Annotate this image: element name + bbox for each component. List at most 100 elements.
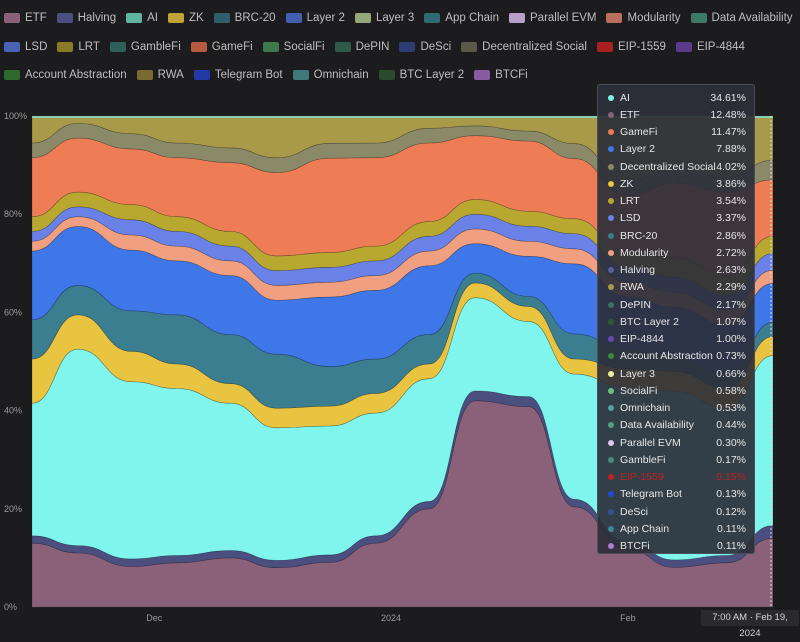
tooltip-dot-icon	[608, 370, 614, 377]
tooltip-series-name: AI	[620, 91, 630, 104]
tooltip-series-value: 1.00%	[716, 333, 746, 346]
legend-item-layer-2[interactable]: Layer 2	[285, 4, 345, 33]
y-tick-label: 40%	[4, 406, 22, 416]
y-tick-label: 20%	[4, 504, 22, 514]
tooltip-series-name: DeSci	[620, 505, 649, 518]
tooltip-row: BTC Layer 2 1.07%	[608, 313, 746, 330]
tooltip-dot-icon	[608, 232, 614, 239]
legend-label: GambleFi	[130, 40, 181, 53]
tooltip-row: Layer 2 7.88%	[608, 141, 746, 158]
tooltip-series-name: Modularity	[620, 246, 669, 259]
area-series-modularity[interactable]	[31, 216, 774, 325]
tooltip-row: Layer 3 0.66%	[608, 365, 746, 382]
tooltip-series-value: 1.07%	[716, 315, 746, 328]
area-series-other[interactable]	[31, 115, 774, 182]
legend-label: EIP-4844	[696, 40, 745, 53]
tooltip-dot-icon	[608, 508, 614, 515]
x-tick-label: Dec	[146, 613, 163, 623]
tooltip-dot-icon	[608, 336, 614, 343]
tooltip-row: GameFi 11.47%	[608, 124, 746, 141]
tooltip-dot-icon	[608, 163, 614, 170]
legend-label: DePIN	[355, 40, 390, 53]
legend-swatch	[606, 13, 623, 24]
tooltip-series-value: 3.54%	[716, 195, 746, 208]
tooltip-dot-icon	[608, 422, 614, 429]
area-series-lsd[interactable]	[31, 206, 774, 311]
legend-item-desci[interactable]: DeSci	[399, 33, 451, 62]
tooltip-series-value: 0.30%	[716, 436, 746, 449]
legend-item-app-chain[interactable]: App Chain	[424, 4, 499, 33]
tooltip-series-value: 0.11%	[717, 522, 746, 535]
tooltip-series-name: Account Abstraction	[620, 350, 713, 363]
legend-item-account-abstraction[interactable]: Account Abstraction	[4, 61, 127, 90]
legend-swatch	[675, 41, 692, 52]
area-series-zk[interactable]	[31, 282, 774, 429]
tooltip-row: EIP-1559 0.15%	[608, 469, 746, 486]
area-series-lrt[interactable]	[31, 191, 774, 296]
legend-swatch	[109, 41, 126, 52]
legend-item-eip-4844[interactable]: EIP-4844	[675, 33, 745, 62]
x-tick-label: 2024	[381, 613, 401, 623]
tooltip-series-name: ETF	[620, 108, 640, 121]
tooltip-row: EIP-4844 1.00%	[608, 331, 746, 348]
tooltip-dot-icon	[608, 301, 614, 308]
legend-item-lrt[interactable]: LRT	[57, 33, 100, 62]
legend-item-lsd[interactable]: LSD	[4, 33, 47, 62]
legend-label: BRC-20	[234, 12, 276, 25]
legend-swatch	[285, 13, 302, 24]
tooltip-series-name: BTC Layer 2	[620, 315, 679, 328]
legend-item-btcfi[interactable]: BTCFi	[474, 61, 528, 90]
stacked-area-chart[interactable]: 0%20%40%60%80%100%KAITODec2024Feb	[0, 0, 800, 626]
tooltip-dot-icon	[608, 146, 614, 153]
tooltip-series-name: EIP-1559	[620, 471, 664, 484]
tooltip-series-name: LRT	[620, 195, 640, 208]
tooltip-series-name: Decentralized Social	[620, 160, 716, 173]
legend-item-zk[interactable]: ZK	[167, 4, 204, 33]
legend-item-halving[interactable]: Halving	[56, 4, 116, 33]
tooltip-dot-icon	[608, 284, 614, 291]
legend-swatch	[4, 13, 20, 24]
tooltip-series-name: BTCFi	[620, 540, 650, 553]
legend-item-etf[interactable]: ETF	[4, 4, 47, 33]
tooltip-row: ETF 12.48%	[608, 106, 746, 123]
legend-item-data-availability[interactable]: Data Availability	[690, 4, 793, 33]
tooltip-row: Account Abstraction 0.73%	[608, 348, 746, 365]
legend-item-decentralized-social[interactable]: Decentralized Social	[461, 33, 587, 62]
legend-item-omnichain[interactable]: Omnichain	[292, 61, 369, 90]
legend-item-depin[interactable]: DePIN	[334, 33, 390, 62]
tooltip-row: DePIN 2.17%	[608, 296, 746, 313]
legend-item-socialfi[interactable]: SocialFi	[262, 33, 325, 62]
legend-item-telegram-bot[interactable]: Telegram Bot	[193, 61, 283, 90]
tooltip-series-name: Parallel EVM	[620, 436, 681, 449]
tooltip-dot-icon	[608, 111, 614, 118]
tooltip-dot-icon	[608, 353, 614, 360]
legend-item-parallel-evm[interactable]: Parallel EVM	[509, 4, 596, 33]
y-tick-label: 60%	[4, 307, 22, 317]
tooltip-series-name: Layer 2	[620, 143, 656, 156]
legend-item-brc-20[interactable]: BRC-20	[213, 4, 276, 33]
legend-item-gamblefi[interactable]: GambleFi	[109, 33, 181, 62]
tooltip-series-value: 2.86%	[716, 229, 746, 242]
tooltip-row: AI 34.61%	[608, 89, 746, 106]
legend-item-ai[interactable]: AI	[126, 4, 158, 33]
legend-item-rwa[interactable]: RWA	[136, 61, 184, 90]
tooltip-series-name: GambleFi	[620, 453, 666, 466]
legend-item-eip-1559[interactable]: EIP-1559	[596, 33, 666, 62]
tooltip-dot-icon	[608, 318, 614, 325]
legend-swatch	[4, 70, 20, 81]
area-series-layer-2[interactable]	[31, 226, 774, 375]
tooltip-row: LRT 3.54%	[608, 193, 746, 210]
legend-label: ETF	[25, 12, 47, 25]
tooltip-row: Data Availability 0.44%	[608, 417, 746, 434]
legend-item-layer-3[interactable]: Layer 3	[354, 4, 414, 33]
legend-item-modularity[interactable]: Modularity	[606, 4, 681, 33]
legend-label: ZK	[188, 12, 204, 25]
legend-label: Telegram Bot	[214, 69, 283, 82]
legend-swatch	[57, 41, 74, 52]
tooltip-series-value: 0.13%	[716, 488, 746, 501]
legend-item-btc-layer-2[interactable]: BTC Layer 2	[378, 61, 464, 90]
tooltip-series-name: Data Availability	[620, 419, 694, 432]
legend-item-gamefi[interactable]: GameFi	[190, 33, 253, 62]
legend-label: LSD	[25, 40, 48, 53]
tooltip-series-name: LSD	[620, 212, 641, 225]
